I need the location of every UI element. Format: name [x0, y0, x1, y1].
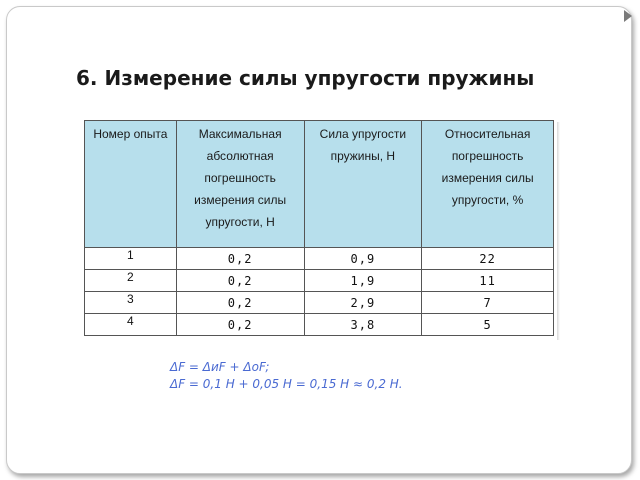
cell-absolute-error: 0,2 [175, 269, 305, 292]
cell-elastic-force: 1,9 [303, 269, 423, 292]
table-row: 1 0,2 0,9 22 [84, 247, 554, 270]
header-experiment-number: Номер опыта [84, 120, 177, 248]
cell-relative-error: 7 [421, 291, 554, 314]
cell-relative-error: 11 [421, 269, 554, 292]
table-header-row: Номер опыта Максимальная абсолютная погр… [84, 120, 554, 248]
header-absolute-error: Максимальная абсолютная погрешность изме… [175, 120, 305, 248]
error-calculation-formula: ΔF = 0,1 Н + 0,05 Н = 0,15 Н ≈ 0,2 Н. [170, 377, 403, 391]
cell-absolute-error: 0,2 [175, 313, 305, 336]
cell-elastic-force: 3,8 [303, 313, 423, 336]
header-elastic-force: Сила упругости пружины, Н [303, 120, 423, 248]
cell-experiment-number: 2 [84, 269, 177, 292]
cell-elastic-force: 0,9 [303, 247, 423, 270]
cell-elastic-force: 2,9 [303, 291, 423, 314]
cell-experiment-number: 3 [84, 291, 177, 314]
table-row: 4 0,2 3,8 5 [84, 313, 554, 336]
table-row: 3 0,2 2,9 7 [84, 291, 554, 314]
cell-relative-error: 22 [421, 247, 554, 270]
cell-absolute-error: 0,2 [175, 291, 305, 314]
cell-experiment-number: 1 [84, 247, 177, 270]
next-arrow-icon[interactable] [624, 10, 632, 22]
table-row: 2 0,2 1,9 11 [84, 269, 554, 292]
table-shadow [557, 122, 560, 340]
error-sum-formula: ΔF = ΔиF + ΔоF; [170, 360, 270, 374]
cell-experiment-number: 4 [84, 313, 177, 336]
page-title: 6. Измерение силы упругости пружины [76, 66, 535, 90]
header-relative-error: Относительная погрешность измерения силы… [421, 120, 554, 248]
cell-relative-error: 5 [421, 313, 554, 336]
cell-absolute-error: 0,2 [175, 247, 305, 270]
measurement-table: Номер опыта Максимальная абсолютная погр… [84, 120, 554, 336]
